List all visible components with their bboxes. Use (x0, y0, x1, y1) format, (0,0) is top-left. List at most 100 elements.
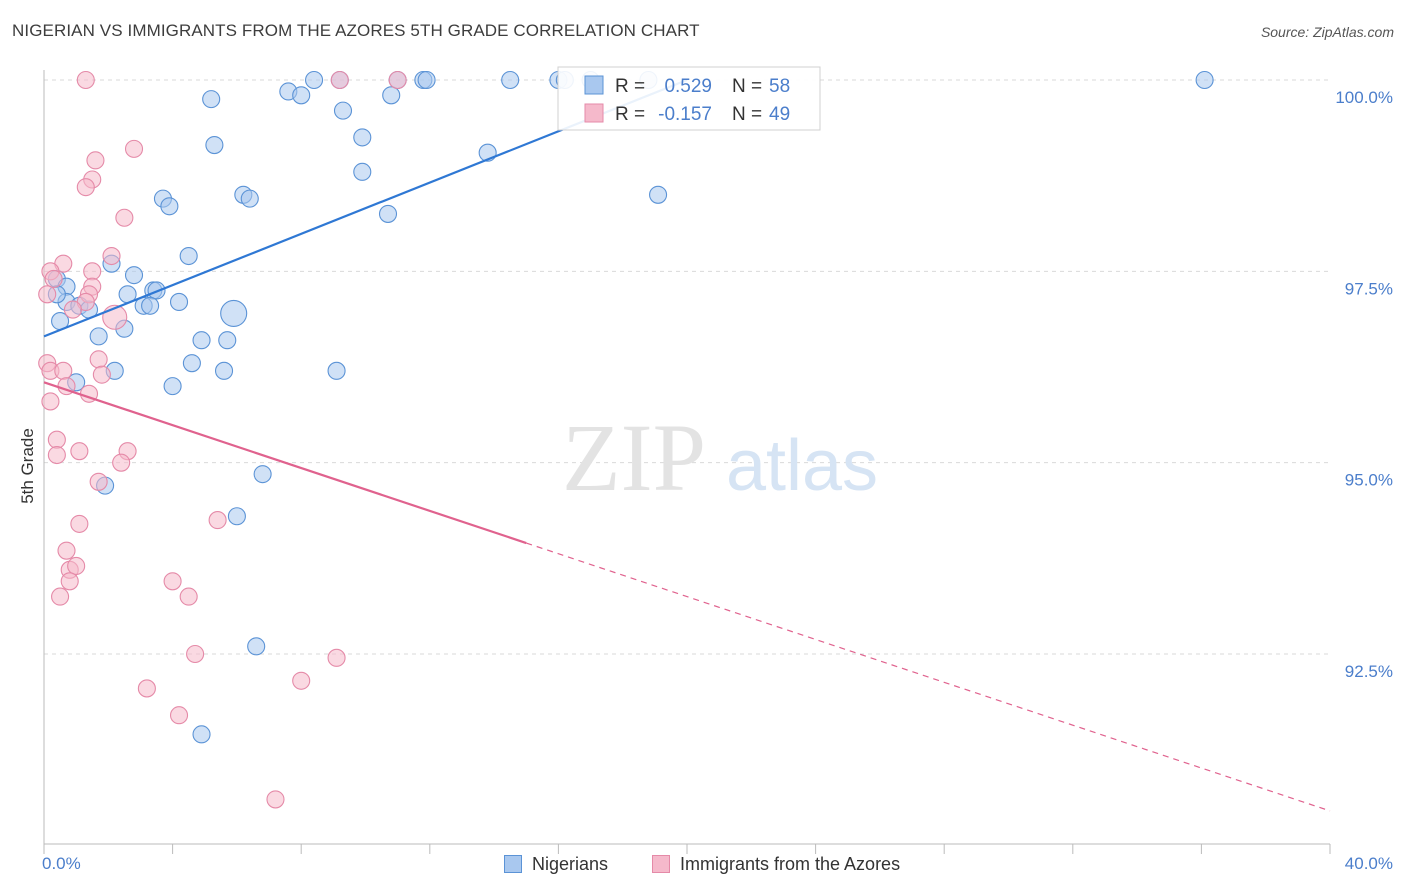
azores-point (112, 453, 131, 472)
azores-point (292, 671, 311, 690)
source-label: Source: ZipAtlas.com (1260, 24, 1394, 40)
azores-point (86, 151, 105, 170)
legend-n-label: N = (732, 104, 762, 125)
legend-swatch (584, 103, 604, 123)
nigerian-point (160, 197, 179, 216)
legend-r-label: R = (615, 104, 645, 125)
legend-n-value: 58 (769, 76, 790, 97)
nigerian-point (89, 327, 108, 346)
watermark: ZIP atlas (562, 404, 878, 511)
azores-point (102, 246, 121, 266)
azores-point (89, 472, 108, 491)
azores-trend-line-extension (526, 542, 1331, 812)
nigerian-point (205, 136, 224, 155)
azores-point (327, 648, 346, 667)
nigerian-point (227, 507, 246, 526)
legend-r-value: -0.157 (658, 104, 712, 125)
nigerian-point (353, 128, 372, 147)
y-tick-label: 100.0% (1335, 88, 1393, 107)
axes (43, 70, 1331, 854)
nigerian-point (220, 299, 248, 327)
watermark-zip: ZIP (562, 404, 706, 511)
nigerian-point (169, 292, 189, 311)
azores-point (169, 706, 189, 725)
nigerian-point (417, 70, 436, 90)
azores-point (208, 511, 227, 530)
legend-item-nigerians[interactable]: Nigerians (504, 851, 608, 877)
nigerian-point (163, 377, 182, 396)
azores-point (179, 587, 198, 606)
azores-point (92, 365, 111, 384)
nigerian-point (333, 101, 353, 120)
nigerian-point (192, 725, 211, 744)
azores-point (67, 556, 86, 576)
azores-trend-line (43, 381, 527, 545)
nigerian-point (179, 246, 198, 266)
chart-title: NIGERIAN VS IMMIGRANTS FROM THE AZORES 5… (12, 21, 700, 40)
nigerian-point (192, 331, 211, 350)
azores-point (76, 178, 95, 197)
data-points (38, 70, 1214, 809)
nigerian-point (253, 465, 272, 484)
nigerian-point (327, 361, 346, 380)
nigerian-point (292, 86, 311, 105)
nigerian-point (353, 162, 372, 181)
nigerian-point (649, 185, 668, 204)
azores-point (57, 541, 76, 560)
gridlines (44, 79, 1330, 655)
legend-swatch (584, 75, 604, 95)
nigerian-point (218, 331, 237, 350)
x-tick-label: 40.0% (1345, 854, 1393, 873)
legend-item-azores[interactable]: Immigrants from the Azores (652, 851, 900, 877)
legend-n-label: N = (732, 76, 762, 97)
bottom-legend: Nigerians Immigrants from the Azores (0, 851, 1406, 877)
nigerian-point (305, 70, 324, 90)
nigerian-point (378, 204, 398, 223)
azores-point (266, 790, 285, 809)
x-tick-label: 0.0% (42, 854, 81, 873)
y-tick-label: 92.5% (1345, 662, 1393, 681)
y-tick-label: 95.0% (1345, 471, 1393, 490)
nigerian-point (141, 296, 160, 315)
azores-point (115, 208, 134, 227)
azores-point (60, 572, 79, 591)
azores-point (124, 139, 144, 158)
azores-point (41, 392, 60, 411)
nigerian-point (240, 189, 259, 208)
legend-r-value: 0.529 (664, 76, 712, 97)
azores-point (63, 300, 82, 319)
nigerian-point (124, 266, 144, 285)
nigerian-point (1195, 70, 1214, 90)
azores-point (186, 644, 205, 664)
legend-r-label: R = (615, 76, 645, 97)
y-axis-label: 5th Grade (18, 428, 37, 504)
legend-swatch-azores (652, 855, 670, 873)
nigerian-point (182, 354, 201, 373)
azores-point (51, 587, 70, 606)
x-tick-labels: 0.0% 40.0% (42, 854, 1393, 873)
y-tick-label: 97.5% (1345, 279, 1393, 298)
azores-point (70, 442, 89, 461)
azores-point (89, 350, 108, 369)
azores-point (44, 269, 63, 289)
nigerian-point (501, 70, 520, 90)
nigerian-point (247, 637, 266, 656)
azores-point (70, 514, 89, 533)
azores-point (76, 70, 95, 90)
legend: R = 0.529 N = 58 R = -0.157 N = 49 (557, 66, 821, 131)
legend-swatch-nigerians (504, 855, 522, 873)
legend-label-azores: Immigrants from the Azores (680, 853, 901, 874)
azores-point (83, 262, 102, 281)
nigerian-point (214, 361, 234, 380)
legend-label-nigerians: Nigerians (532, 853, 609, 874)
nigerian-point (202, 90, 221, 109)
azores-point (163, 572, 182, 591)
azores-point (388, 70, 407, 90)
azores-point (137, 679, 156, 698)
azores-point (330, 70, 349, 90)
y-tick-labels: 100.0% 97.5% 95.0% 92.5% (1335, 88, 1393, 681)
azores-point (38, 285, 57, 304)
nigerian-point (382, 86, 401, 105)
azores-point (47, 430, 66, 449)
